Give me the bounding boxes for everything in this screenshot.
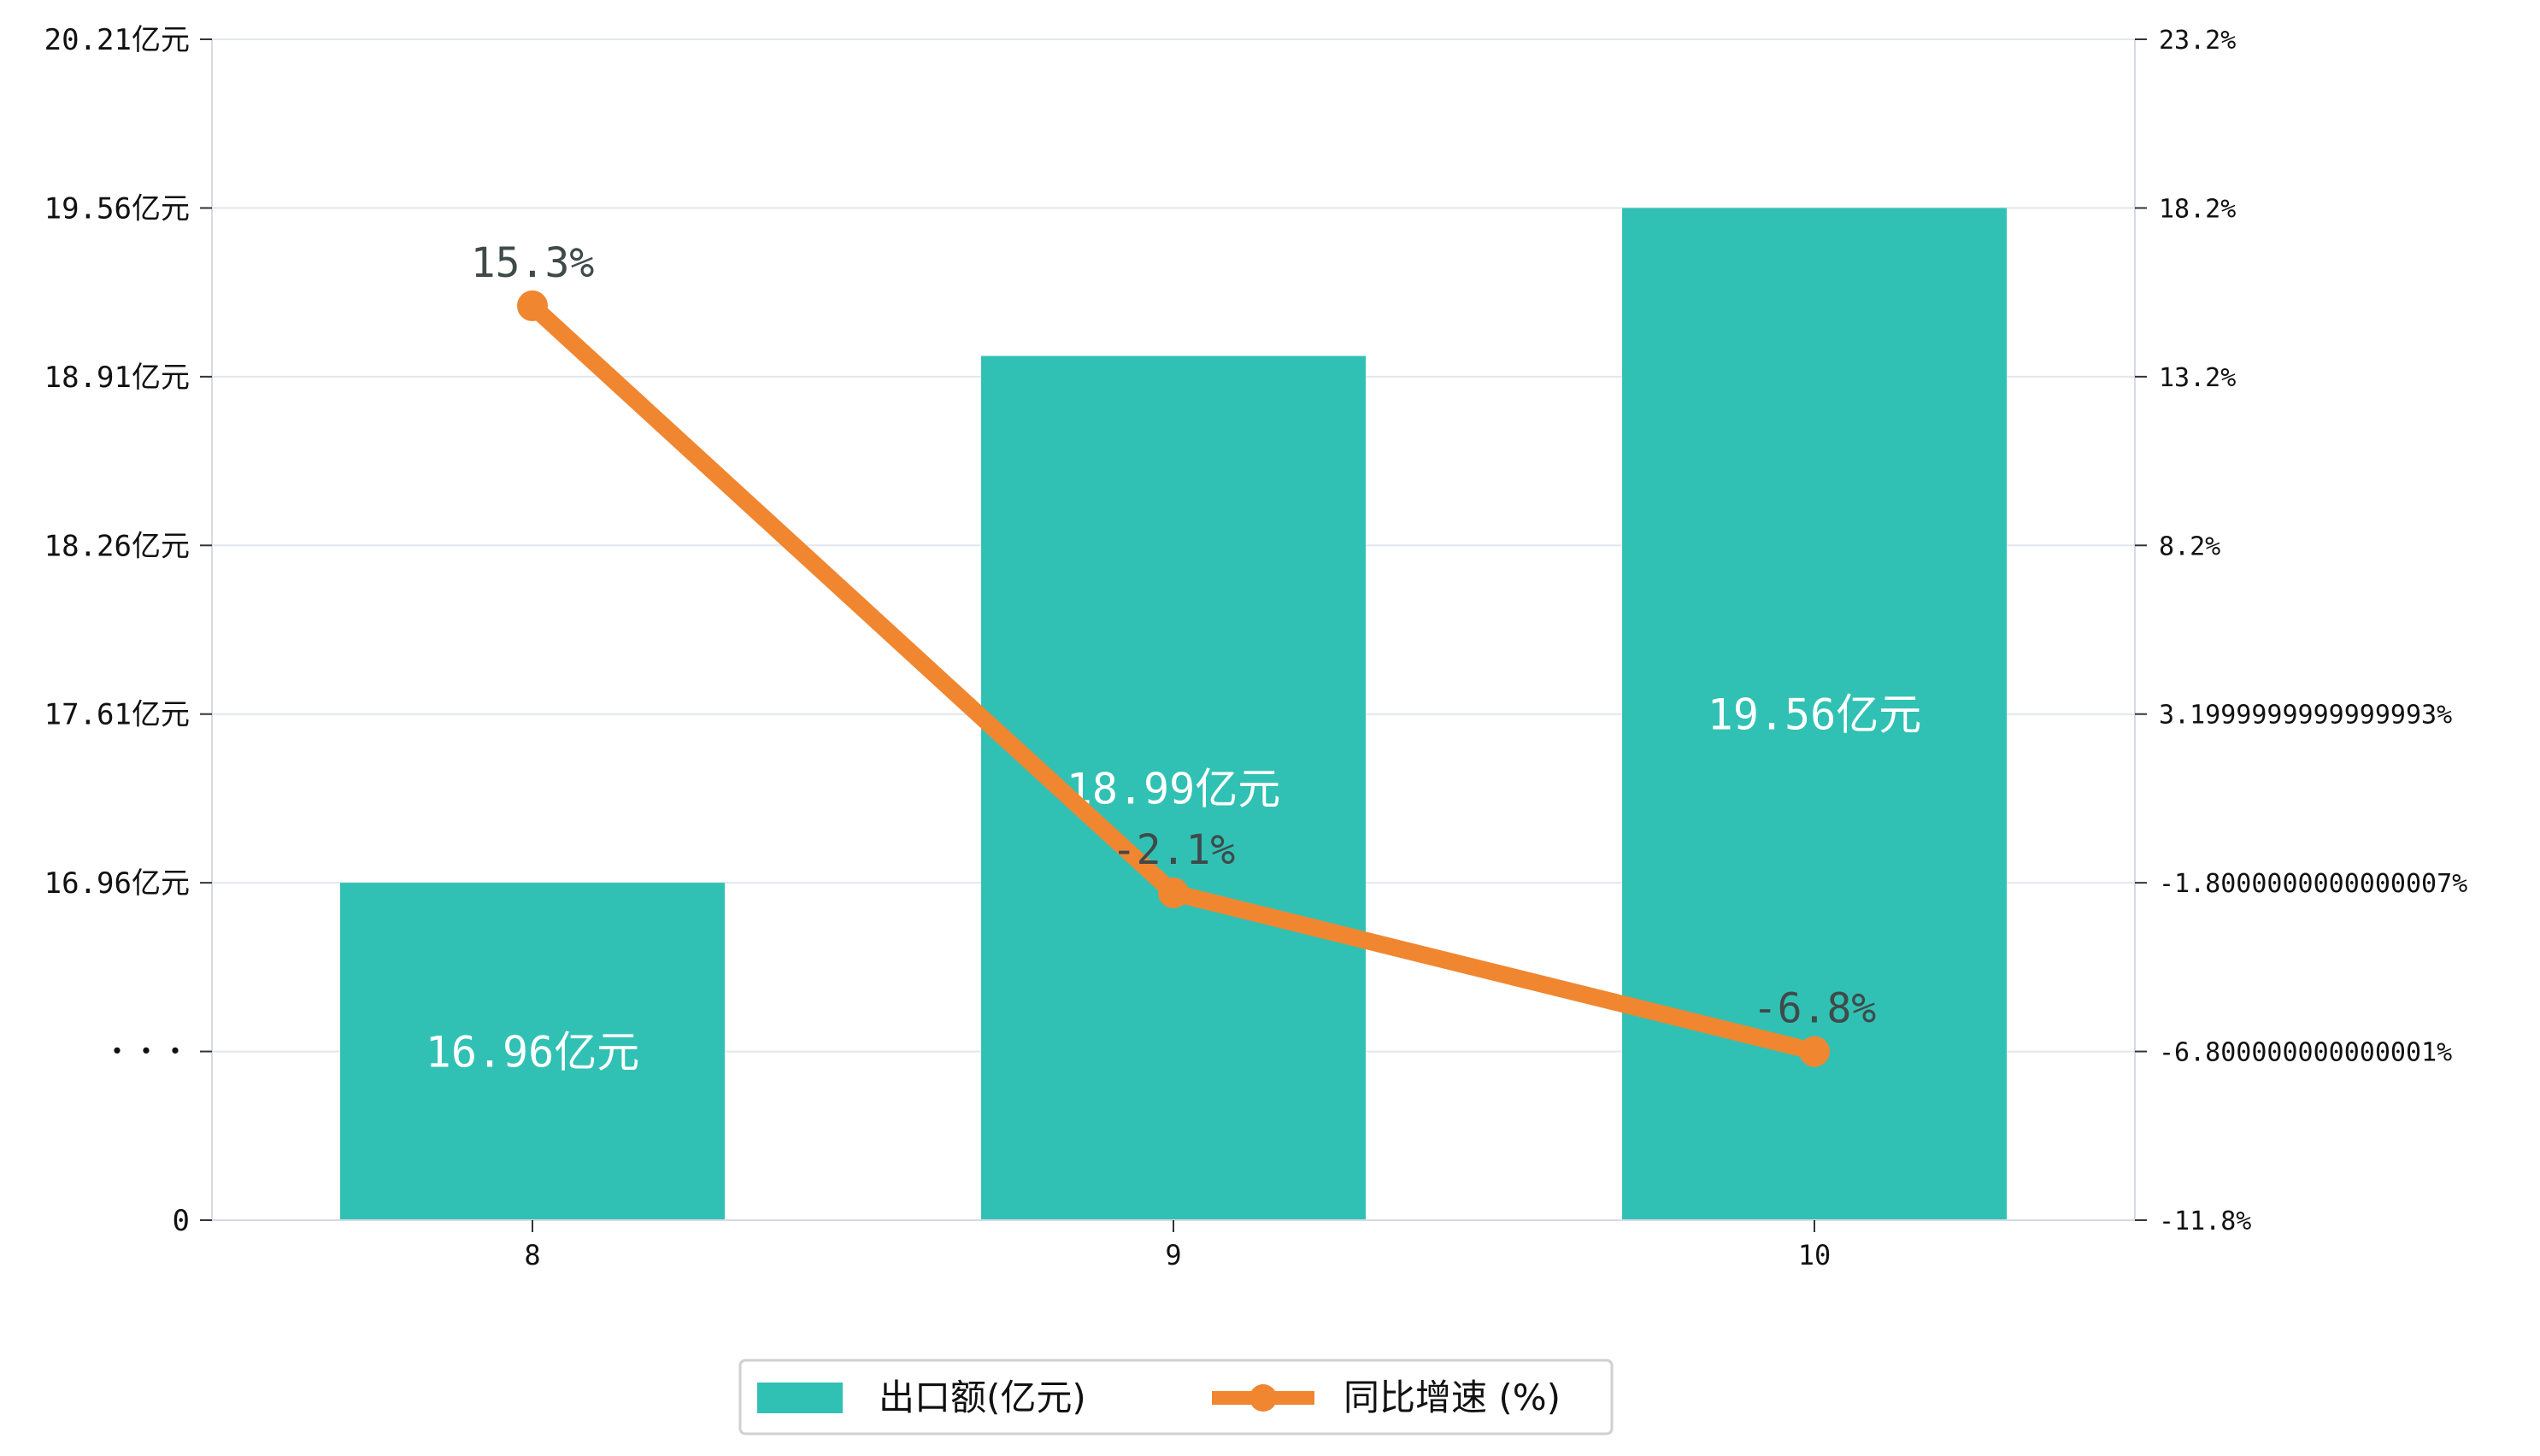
- bar-value-label-9: 18.99亿元: [1067, 764, 1281, 813]
- growth-value-label-9: -2.1%: [1112, 826, 1236, 874]
- growth-line: [517, 290, 1830, 1067]
- x-tick-label-10: 10: [1798, 1239, 1832, 1271]
- growth-point-8: [517, 290, 548, 321]
- growth-point-9: [1158, 877, 1189, 908]
- bars: [340, 208, 2007, 1220]
- right-tick-label-3: 8.2%: [2159, 531, 2220, 561]
- bar-value-label-10: 19.56亿元: [1708, 690, 1922, 740]
- left-tick-label-3: 17.61亿元: [44, 698, 190, 732]
- legend-line-label: 同比增速 (%): [1343, 1377, 1561, 1418]
- legend: 出口额(亿元) 同比增速 (%): [738, 1359, 1614, 1435]
- left-tick-label-0: 0: [173, 1204, 190, 1238]
- growth-value-label-10: -6.8%: [1753, 985, 1877, 1033]
- left-tick-label-6: 19.56亿元: [44, 191, 190, 226]
- left-axis-ticks: 0 ・・・ 16.96亿元 17.61亿元 18.26亿元 18.91亿元 19.56亿元 2…: [44, 23, 212, 1238]
- right-tick-label-4: 3.1999999999999993%: [2159, 701, 2452, 731]
- right-tick-label-1: 18.2%: [2159, 194, 2236, 224]
- legend-bar-label: 出口额(亿元): [879, 1377, 1086, 1418]
- x-axis-ticks: 8 9 10: [524, 1220, 1831, 1271]
- right-tick-label-5: -1.8000000000000007%: [2159, 869, 2467, 899]
- right-tick-label-7: -11.8%: [2159, 1206, 2251, 1236]
- legend-box: [738, 1359, 1614, 1435]
- right-tick-label-6: -6.800000000000001%: [2159, 1038, 2452, 1068]
- right-tick-label-0: 23.2%: [2159, 26, 2236, 56]
- x-tick-label-9: 9: [1165, 1239, 1181, 1271]
- left-tick-label-5: 18.91亿元: [44, 361, 190, 395]
- growth-point-10: [1799, 1036, 1830, 1067]
- bar-9: [981, 355, 1366, 1220]
- growth-value-label-8: 15.3%: [471, 239, 595, 287]
- bar-8: [340, 883, 725, 1220]
- line-labels: 15.3% -2.1% -6.8%: [471, 239, 1877, 1033]
- right-axis-ticks: 23.2% 18.2% 13.2% 8.2% 3.1999999999999993% -1…: [2135, 26, 2467, 1236]
- left-tick-label-1: ・・・: [103, 1036, 190, 1070]
- legend-line-marker: [1249, 1384, 1277, 1412]
- legend-bar-swatch: [757, 1383, 843, 1413]
- left-tick-label-2: 16.96亿元: [44, 866, 190, 901]
- left-tick-label-7: 20.21亿元: [44, 23, 190, 57]
- right-tick-label-2: 13.2%: [2159, 363, 2236, 393]
- bar-value-label-8: 16.96亿元: [426, 1028, 640, 1077]
- left-tick-label-4: 18.26亿元: [44, 529, 190, 563]
- bar-labels: 16.96亿元 18.99亿元 19.56亿元: [426, 690, 1922, 1077]
- x-tick-label-8: 8: [524, 1239, 540, 1271]
